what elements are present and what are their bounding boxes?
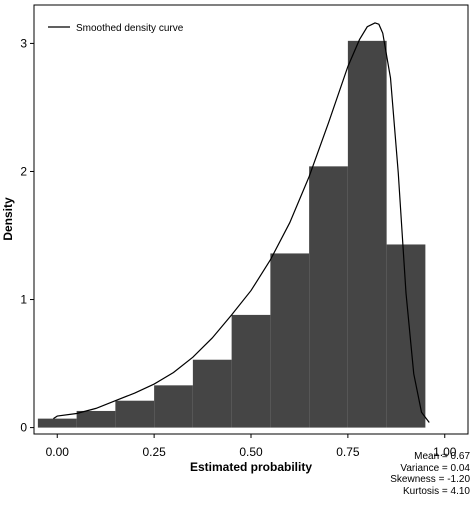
y-tick-label: 1 (20, 293, 27, 307)
x-tick-label: 0.50 (239, 445, 263, 459)
histogram-bar-6 (270, 253, 310, 428)
x-tick-label: 0.25 (142, 445, 166, 459)
stat-kurtosis: Kurtosis = 4.10 (403, 485, 470, 497)
legend-label: Smoothed density curve (76, 23, 184, 34)
histogram-bar-8 (347, 40, 387, 428)
stat-mean: Mean = 0.67 (414, 451, 470, 462)
y-axis-title: Density (1, 197, 15, 241)
stat-skewness: Skewness = -1.20 (390, 474, 470, 486)
y-tick-label: 3 (20, 36, 27, 50)
x-axis-ticks: 0.00 0.25 0.50 0.75 1.00 (46, 434, 457, 459)
legend: Smoothed density curve (48, 23, 184, 34)
histogram-bar-1 (76, 410, 116, 428)
histogram-bar-7 (309, 166, 348, 428)
histogram-bar-4 (192, 359, 232, 428)
x-tick-label: 0.75 (336, 445, 360, 459)
y-tick-label: 2 (20, 164, 27, 178)
summary-statistics: Mean = 0.67 Variance = 0.04 Skewness = -… (390, 451, 470, 497)
stat-variance: Variance = 0.04 (400, 462, 470, 474)
x-tick-label: 1.00 (433, 445, 457, 459)
x-tick-label: 0.00 (46, 445, 70, 459)
histogram-bar-3 (154, 385, 193, 428)
histogram-bar-5 (231, 314, 271, 428)
histogram-bars (37, 40, 426, 428)
histogram-bar-2 (115, 400, 155, 428)
y-axis-ticks: 0 1 2 3 (20, 36, 34, 435)
histogram-bar-0 (37, 418, 77, 428)
x-axis-title: Estimated probability (190, 460, 312, 474)
smoothed-density-curve (53, 22, 430, 423)
y-tick-label: 0 (20, 421, 27, 435)
